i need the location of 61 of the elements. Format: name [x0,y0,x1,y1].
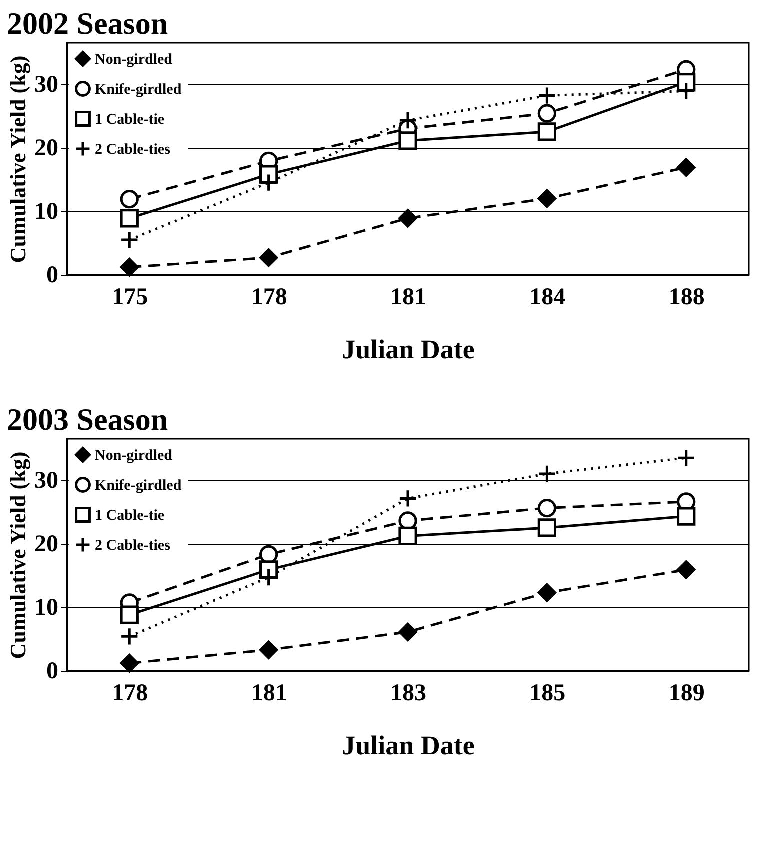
legend-label: 1 Cable-tie [95,508,165,524]
y-tick-label: 0 [46,658,58,684]
point [538,518,556,538]
y-tick-label: 0 [46,262,58,288]
chart-title: 2002 Season [7,6,168,41]
x-tick-label: 185 [530,680,566,706]
legend-label: Non-girdled [95,448,174,464]
point [260,174,278,192]
point [538,189,556,208]
y-tick-label: 20 [34,135,58,162]
point [120,627,139,646]
x-tick-label: 175 [112,284,148,310]
point [398,209,418,228]
x-tick-label: 183 [390,680,426,706]
point [398,622,418,642]
point [398,526,418,546]
point [120,606,139,624]
point [120,258,139,277]
legend-label: 2 Cable-ties [95,142,171,158]
point [538,464,556,484]
chart-title: 2003 Season [7,402,168,437]
point [538,86,556,106]
y-tick-label: 10 [34,198,58,225]
x-tick-label: 188 [668,284,705,310]
x-axis-title: Julian Date [342,730,475,760]
point [120,190,139,209]
point [677,560,696,580]
point [538,104,556,123]
point [677,82,696,101]
legend-label: Knife-girdled [95,82,182,98]
point [538,584,556,602]
point [677,448,696,468]
point [538,498,556,518]
legend-label: Knife-girdled [95,478,182,494]
point [398,111,418,130]
x-tick-label: 184 [530,284,566,310]
x-tick-label: 181 [390,284,426,310]
point [260,640,278,660]
y-axis-title: Cumulative Yield (kg) [6,56,30,264]
x-tick-label: 178 [112,680,148,706]
legend-label: 2 Cable-ties [95,538,171,554]
legend-label: 1 Cable-tie [95,112,165,128]
point [398,489,418,508]
point [677,158,696,177]
y-tick-label: 30 [34,468,58,494]
point [120,209,139,228]
point [120,230,139,250]
point [538,122,556,142]
y-tick-label: 20 [34,531,58,558]
point [677,507,696,526]
point [120,654,139,673]
y-tick-label: 10 [34,594,58,621]
x-tick-label: 189 [668,680,705,706]
y-tick-label: 30 [34,72,58,98]
x-axis-title: Julian Date [342,334,475,364]
point [260,248,278,268]
legend-label: Non-girdled [95,52,174,68]
y-axis-title: Cumulative Yield (kg) [6,452,30,660]
x-tick-label: 178 [251,284,288,310]
x-tick-label: 181 [251,680,288,706]
point [398,132,418,150]
